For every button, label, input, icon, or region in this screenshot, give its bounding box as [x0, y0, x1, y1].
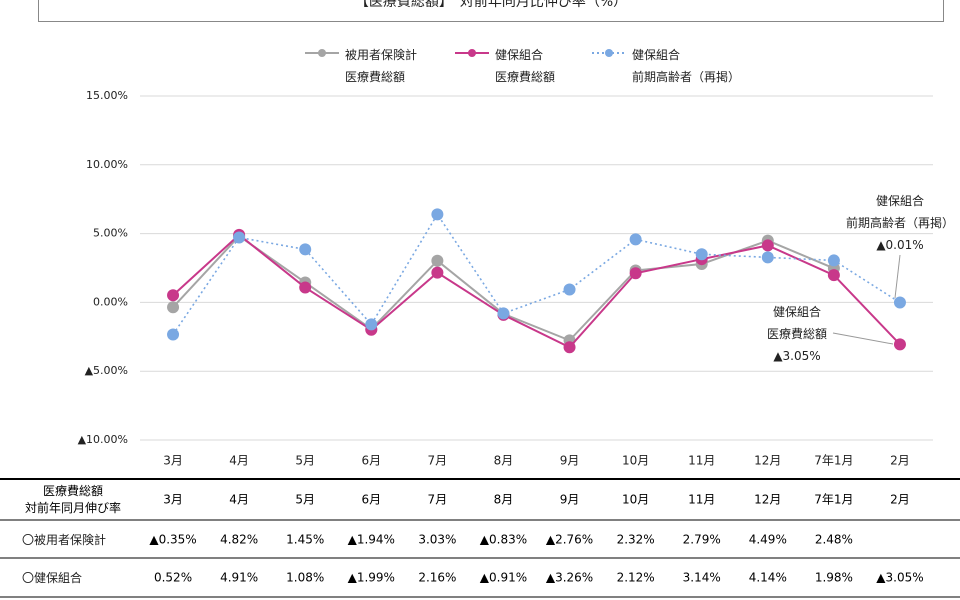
table-cell: 3.14%	[682, 570, 721, 585]
data-point	[233, 231, 246, 244]
x-tick-label: 3月	[163, 454, 183, 468]
table-cell: 2.48%	[814, 532, 853, 547]
table-header: 医療費総額 対前年同月伸び率	[24, 484, 122, 515]
table-cell: 2.16%	[418, 570, 457, 585]
data-point	[167, 289, 180, 302]
table-column-header: 9月	[559, 492, 580, 507]
table-column-header: 11月	[688, 492, 716, 507]
table-column-header: 4月	[229, 492, 249, 507]
y-tick-label: 10.00%	[86, 158, 128, 171]
x-tick-label: 10月	[622, 454, 649, 468]
table-cell: ▲1.99%	[347, 570, 395, 585]
x-tick-label: 7年1月	[814, 454, 853, 468]
table-cell: 4.82%	[220, 532, 259, 547]
data-point	[299, 243, 312, 256]
data-point	[431, 254, 444, 267]
data-point	[629, 233, 642, 246]
data-point	[167, 301, 180, 314]
x-tick-label: 4月	[229, 454, 249, 468]
legend-label: 健保組合 医療費総額	[495, 48, 556, 84]
y-tick-label: 15.00%	[86, 89, 128, 102]
table-cell: 1.98%	[814, 570, 853, 585]
table-cell: 0.52%	[153, 570, 193, 585]
table-cell: ▲3.26%	[545, 570, 594, 585]
data-point	[431, 208, 444, 221]
data-point	[893, 338, 906, 351]
legend-marker	[468, 49, 476, 57]
series-line	[172, 233, 901, 349]
table-column-header: 6月	[361, 492, 382, 507]
data-point	[167, 328, 180, 341]
data-point	[563, 341, 576, 354]
data-point	[827, 269, 840, 282]
y-tick-label: ▲5.00%	[85, 364, 128, 377]
table-cell: ▲0.83%	[479, 532, 528, 547]
annotation: 健保組合 医療費総額 ▲3.05%	[766, 305, 827, 363]
y-tick-label: 0.00%	[93, 295, 128, 308]
x-tick-label: 5月	[295, 454, 315, 468]
data-point	[761, 239, 774, 252]
legend-label: 健保組合 前期高齢者（再掲）	[632, 48, 741, 84]
x-tick-label: 12月	[754, 454, 781, 468]
table-cell: 4.91%	[220, 570, 259, 585]
annotation: 健保組合 前期高齢者（再掲） ▲0.01%	[845, 194, 954, 252]
table-column-header: 7月	[427, 492, 448, 507]
x-tick-label: 8月	[494, 454, 514, 468]
data-point	[761, 251, 774, 264]
chart-title: 【医療費総額】 対前年同月比伸び率（%）	[354, 0, 628, 10]
series-line	[172, 212, 901, 335]
title-box	[38, 0, 944, 22]
legend-marker	[318, 49, 326, 57]
table-row-label: 〇被用者保険計	[22, 533, 107, 547]
data-point	[497, 307, 510, 320]
y-tick-label: ▲10.00%	[78, 433, 128, 446]
x-tick-label: 11月	[688, 454, 715, 468]
table-cell: 2.32%	[616, 532, 655, 547]
annotation-leader	[894, 254, 901, 299]
data-point	[629, 267, 642, 280]
table-cell: ▲2.76%	[545, 532, 594, 547]
annotation-leader	[832, 332, 894, 345]
table-column-header: 3月	[163, 492, 183, 507]
table-column-header: 12月	[754, 492, 782, 507]
table-column-header: 10月	[621, 492, 650, 507]
table-cell: ▲0.35%	[149, 532, 197, 547]
table-column-header: 7年1月	[814, 492, 854, 507]
table-cell: 2.79%	[682, 532, 721, 547]
x-tick-label: 7月	[428, 454, 448, 468]
x-tick-label: 2月	[890, 454, 910, 468]
table-cell: 4.14%	[748, 570, 787, 585]
data-point	[695, 248, 708, 261]
table-cell: ▲1.94%	[347, 532, 395, 547]
data-point	[299, 281, 312, 294]
table-cell: 4.49%	[748, 532, 787, 547]
table-cell: ▲0.91%	[479, 570, 528, 585]
table-cell: 2.12%	[616, 570, 655, 585]
data-point	[431, 266, 444, 279]
data-point	[827, 254, 840, 267]
data-point	[563, 283, 576, 296]
x-tick-label: 9月	[560, 454, 580, 468]
y-tick-label: 5.00%	[93, 227, 128, 240]
table-cell: 3.03%	[418, 532, 457, 547]
data-point	[893, 296, 906, 309]
x-tick-label: 6月	[361, 454, 381, 468]
legend-label: 被用者保険計 医療費総額	[345, 48, 418, 84]
table-cell: 1.45%	[286, 532, 325, 547]
table-row-label: 〇健保組合	[22, 571, 83, 585]
table-column-header: 2月	[890, 492, 910, 507]
table-cell: 1.08%	[286, 570, 325, 585]
table-column-header: 8月	[493, 492, 514, 507]
legend-marker	[605, 49, 613, 57]
data-point	[365, 318, 378, 331]
table-column-header: 5月	[295, 492, 316, 507]
table-cell: ▲3.05%	[876, 570, 924, 585]
